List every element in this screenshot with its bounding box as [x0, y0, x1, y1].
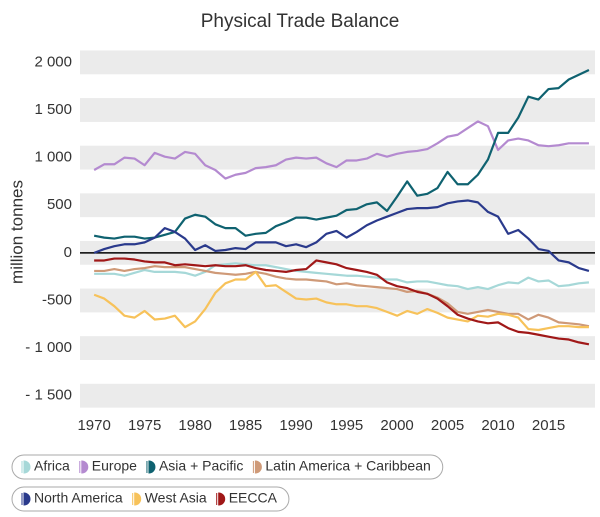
- legend-row: Africa Europe Asia + Pacific Latin America …: [11, 454, 444, 480]
- grid-band: [80, 98, 595, 122]
- x-tick-label: 1975: [128, 417, 161, 434]
- series-line: [94, 265, 590, 328]
- legend-label: Latin America + Caribbean: [265, 458, 430, 474]
- x-tick-label: 1985: [229, 417, 262, 434]
- legend-icon: [21, 460, 31, 474]
- legend-box: [11, 454, 444, 480]
- y-tick-label: 2 000: [34, 53, 72, 70]
- legend-label: EECCA: [229, 490, 278, 506]
- legend-label: Africa: [34, 458, 70, 474]
- grid-band: [80, 50, 595, 75]
- y-tick-label: - 1 500: [25, 387, 72, 404]
- legend-item[interactable]: EECCA: [216, 490, 278, 506]
- legend-item[interactable]: Latin America + Caribbean: [252, 458, 431, 474]
- y-tick-label: 0: [64, 244, 72, 261]
- series-line: [93, 270, 589, 332]
- legend-label: West Asia: [145, 490, 207, 506]
- series-line: [93, 120, 589, 180]
- series-line: [94, 262, 590, 291]
- y-tick-label: 1 500: [34, 101, 72, 118]
- grid-band: [80, 383, 595, 408]
- chart-title: Physical Trade Balance: [201, 11, 400, 32]
- legend-row: North America West Asia EECCA: [11, 486, 290, 512]
- legend-item[interactable]: North America: [21, 490, 123, 506]
- y-axis-label: million tonnes: [7, 180, 26, 284]
- legend-icon: [21, 492, 31, 506]
- grid-band: [80, 193, 595, 218]
- legend-item[interactable]: West Asia: [132, 490, 207, 506]
- legend-label: Asia + Pacific: [159, 458, 243, 474]
- x-tick-label: 1995: [330, 417, 363, 434]
- x-tick-label: 1980: [178, 417, 211, 434]
- x-tick-label: 1970: [77, 417, 110, 434]
- legend-icon: [146, 460, 156, 474]
- legend-item[interactable]: Africa: [21, 458, 70, 474]
- series-line: [93, 199, 590, 273]
- x-tick-label: 2005: [431, 417, 464, 434]
- legend-icon: [252, 460, 262, 474]
- legend-item[interactable]: Asia + Pacific: [146, 458, 243, 474]
- legend-icon: [216, 492, 226, 506]
- legend-icon: [79, 460, 89, 474]
- legend-label: North America: [34, 490, 123, 506]
- y-tick-label: - 1 000: [25, 339, 72, 356]
- legend-icon: [132, 492, 142, 506]
- y-tick-label: 1 000: [34, 149, 72, 166]
- grid-band: [80, 288, 595, 313]
- legend-label: Europe: [92, 458, 137, 474]
- x-tick-label: 1990: [279, 417, 312, 434]
- x-tick-label: 2010: [481, 417, 514, 434]
- x-tick-label: 2015: [532, 417, 565, 434]
- grid-band: [80, 145, 595, 170]
- series-line: [93, 69, 590, 240]
- y-tick-label: 500: [47, 196, 72, 213]
- y-tick-label: -500: [42, 291, 72, 308]
- x-tick-label: 2000: [380, 417, 413, 434]
- series-line: [94, 257, 590, 346]
- grid-band: [80, 336, 595, 360]
- legend-item[interactable]: Europe: [79, 458, 137, 474]
